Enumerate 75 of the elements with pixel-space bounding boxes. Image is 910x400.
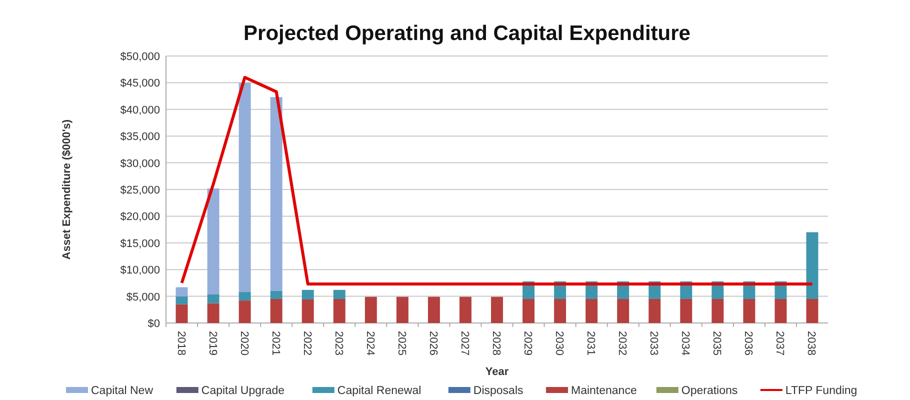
x-tick-label: 2029 [522, 331, 534, 356]
x-tick-label: 2020 [238, 331, 250, 356]
x-tick-label: 2023 [332, 331, 344, 356]
legend-label: Maintenance [571, 385, 637, 397]
bar [806, 298, 818, 323]
x-tick-label: 2034 [679, 331, 692, 356]
bar [554, 298, 566, 323]
y-tick-label: $5,000 [126, 291, 160, 304]
bar [459, 296, 472, 323]
y-tick-label: $35,000 [120, 131, 160, 144]
bar [176, 296, 188, 304]
x-tick-label: 2035 [710, 331, 723, 356]
x-tick-label: 2027 [458, 331, 470, 356]
bar [207, 294, 220, 304]
y-tick-label: $45,000 [120, 78, 160, 90]
bar [617, 298, 630, 323]
x-tick-label: 2037 [774, 331, 786, 356]
x-tick-label: 2030 [553, 331, 566, 356]
x-tick-label: 2021 [269, 331, 282, 356]
x-tick-label: 2036 [742, 331, 754, 356]
bar [680, 298, 692, 323]
bar [270, 298, 282, 323]
bar [806, 232, 818, 299]
bar [207, 303, 220, 323]
bar [428, 296, 440, 323]
y-axis-title: Asset Expenditure ($000's) [61, 119, 73, 260]
x-tick-label: 2031 [584, 331, 597, 356]
x-tick-label: 2032 [616, 331, 628, 356]
y-tick-label: $15,000 [120, 238, 160, 250]
bar [648, 298, 661, 323]
x-tick-label: 2028 [490, 331, 502, 356]
legend-label: Capital Renewal [337, 385, 422, 397]
bar [743, 298, 756, 323]
x-tick-label: 2033 [648, 331, 660, 356]
x-tick-label: 2018 [174, 331, 187, 356]
bar [270, 97, 282, 291]
bar [238, 82, 251, 292]
bar [364, 296, 377, 323]
y-tick-label: $50,000 [120, 51, 160, 63]
bar [586, 298, 598, 323]
x-tick-label: 2026 [426, 331, 439, 356]
x-tick-label: 2024 [364, 331, 376, 356]
bar [207, 188, 220, 294]
bar [238, 292, 251, 301]
y-tick-label: $40,000 [120, 104, 160, 116]
bar [396, 296, 408, 323]
legend-label: Capital Upgrade [201, 385, 285, 397]
legend-label: LTFP Funding [785, 385, 858, 397]
y-tick-label: $0 [148, 318, 160, 330]
legend-label: Capital New [91, 385, 154, 397]
chart-title: Projected Operating and Capital Expenditure [244, 22, 690, 45]
x-tick-label: 2038 [805, 331, 818, 356]
bar [333, 290, 346, 299]
bar [774, 298, 787, 323]
y-tick-label: $30,000 [120, 158, 160, 170]
legend-label: Disposals [473, 385, 524, 397]
bar [302, 300, 314, 323]
x-tick-label: 2025 [395, 331, 408, 356]
legend-label: Operations [681, 385, 738, 397]
y-tick-label: $10,000 [120, 264, 160, 277]
bar [238, 300, 251, 323]
y-tick-label: $20,000 [120, 211, 160, 224]
bar [712, 298, 724, 323]
line-series [180, 76, 814, 286]
bar [333, 298, 346, 323]
x-axis-title: Year [485, 366, 510, 378]
x-tick-label: 2022 [300, 331, 313, 356]
bar [176, 304, 188, 323]
x-tick-label: 2019 [206, 331, 218, 356]
bar [491, 296, 503, 323]
bar [270, 290, 282, 299]
y-tick-label: $25,000 [120, 184, 160, 196]
bar [522, 298, 535, 323]
bar [302, 290, 314, 300]
bar [176, 287, 188, 296]
